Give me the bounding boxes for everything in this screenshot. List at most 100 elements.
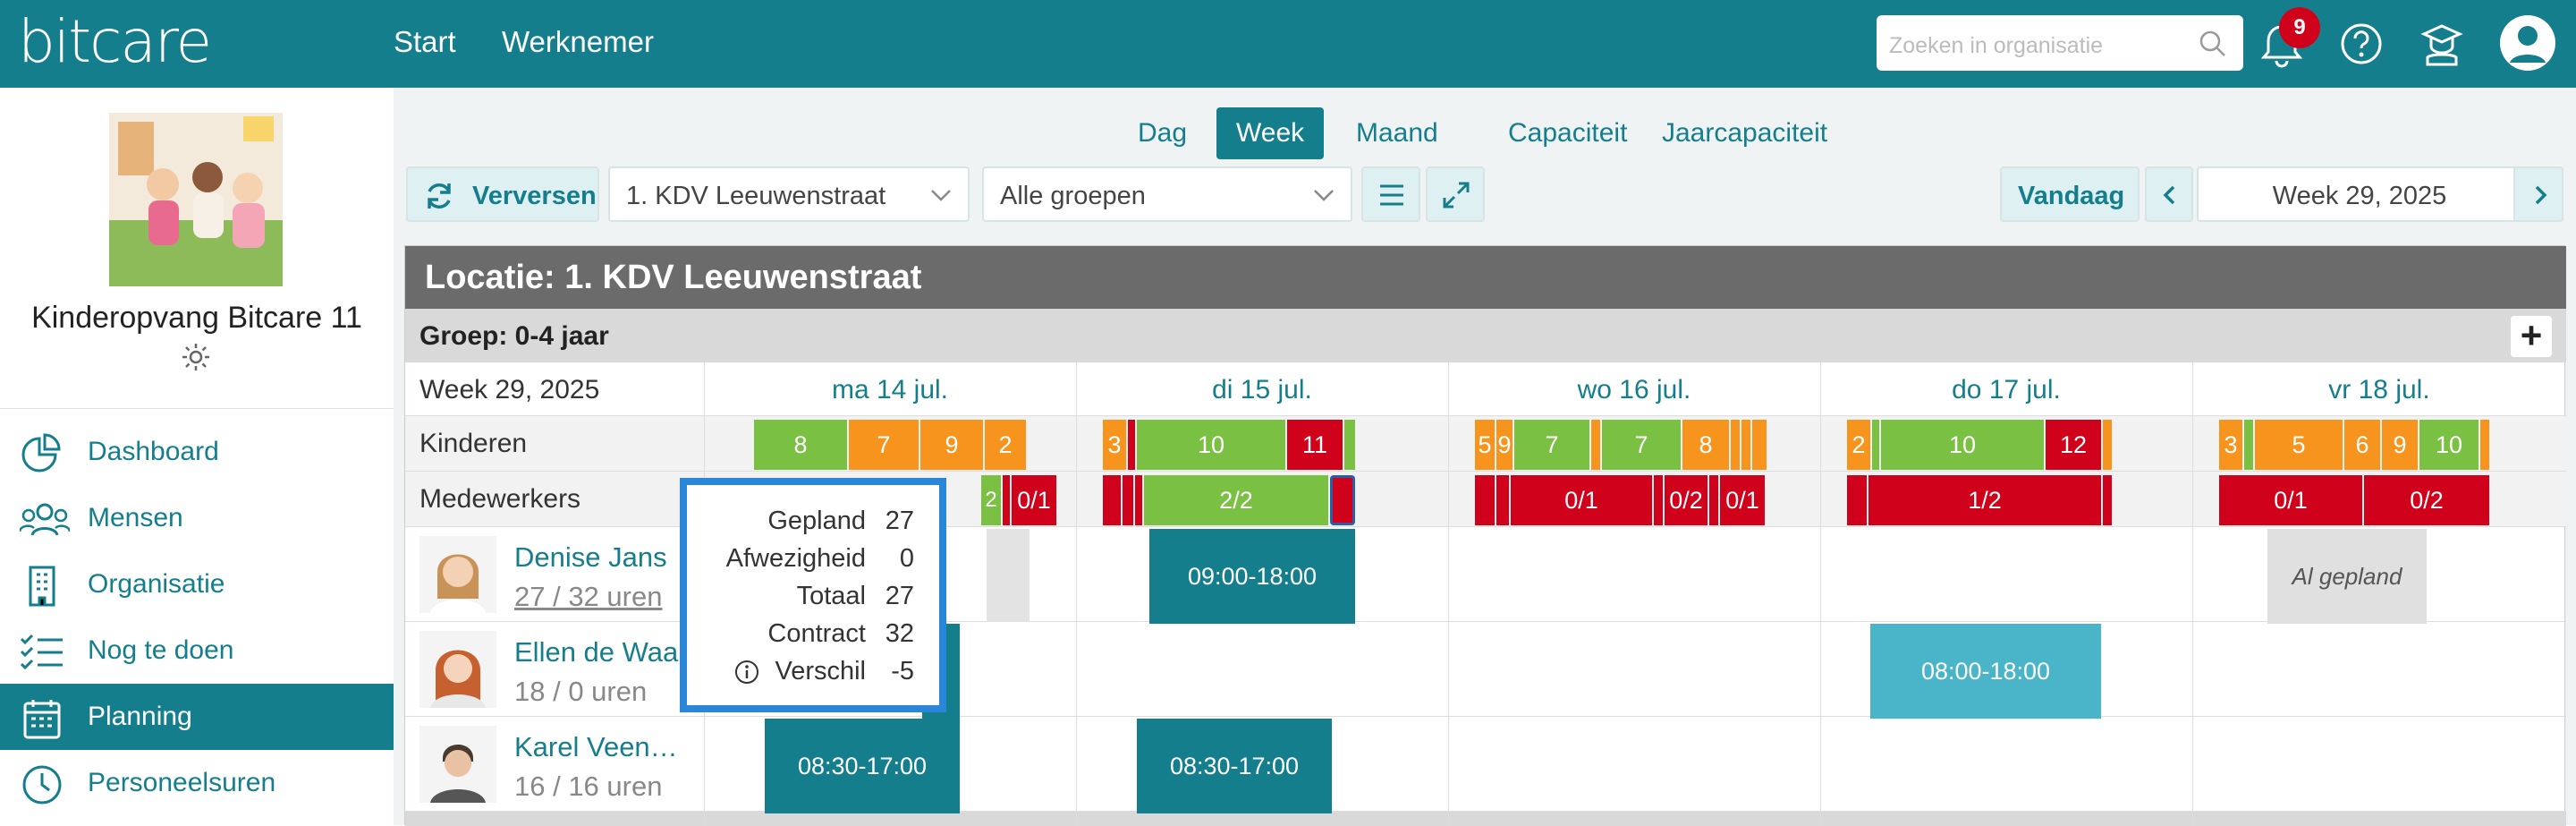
employee-hours[interactable]: 27 / 32 uren xyxy=(514,581,663,612)
sidebar-item-personeelsuren[interactable]: Personeelsuren xyxy=(0,750,394,816)
sidebar-item-organisatie[interactable]: Organisatie xyxy=(0,551,394,617)
kinderen-cell-marker[interactable] xyxy=(1872,420,1879,470)
group-select[interactable]: Alle groepen xyxy=(982,166,1352,222)
kinderen-cell[interactable]: 9 xyxy=(2382,420,2418,470)
graduation-cap-icon[interactable] xyxy=(2420,21,2463,68)
nav-start[interactable]: Start xyxy=(394,25,456,58)
tab-jaarcapaciteit[interactable]: Jaarcapaciteit xyxy=(1662,118,1828,148)
medewerkers-cell[interactable]: 2 xyxy=(981,475,1001,525)
kinderen-cell[interactable]: 8 xyxy=(754,420,847,470)
kinderen-cell[interactable]: 9 xyxy=(920,420,983,470)
today-button[interactable]: Vandaag xyxy=(2000,166,2140,222)
medewerkers-cell-marker[interactable] xyxy=(1003,475,1010,525)
kinderen-cell[interactable]: 5 xyxy=(2255,420,2343,470)
kinderen-cell-marker[interactable] xyxy=(1731,420,1740,470)
medewerkers-cell[interactable]: 1/2 xyxy=(1868,475,2101,525)
sidebar-item-dashboard[interactable]: Dashboard xyxy=(0,419,394,485)
kinderen-cell-marker[interactable] xyxy=(1344,420,1355,470)
week-indicator[interactable]: Week 29, 2025 xyxy=(2197,166,2522,222)
kinderen-cell-marker[interactable] xyxy=(1128,420,1135,470)
next-group-header xyxy=(405,812,2566,826)
medewerkers-cell[interactable]: 0/1 xyxy=(1511,475,1652,525)
planned-block xyxy=(987,529,1030,622)
sidebar-item-mensen[interactable]: Mensen xyxy=(0,485,394,551)
employee-hours[interactable]: 18 / 0 uren xyxy=(514,676,648,707)
day-header-ma[interactable]: ma 14 jul. xyxy=(831,375,949,404)
kinderen-cell-marker[interactable] xyxy=(1741,420,1750,470)
tab-dag[interactable]: Dag xyxy=(1138,118,1188,148)
tab-capaciteit[interactable]: Capaciteit xyxy=(1508,118,1628,148)
search-icon[interactable] xyxy=(2199,30,2227,58)
kinderen-cell[interactable]: 9 xyxy=(1496,420,1513,470)
employee-name[interactable]: Denise Jans xyxy=(514,541,667,573)
kinderen-cell-marker[interactable] xyxy=(1752,420,1767,470)
medewerkers-cell-marker[interactable] xyxy=(1475,475,1495,525)
list-icon xyxy=(1380,184,1403,206)
kinderen-cell[interactable]: 7 xyxy=(849,420,919,470)
kinderen-cell[interactable]: 7 xyxy=(1602,420,1681,470)
tab-maand[interactable]: Maand xyxy=(1356,118,1438,148)
kinderen-cell[interactable]: 12 xyxy=(2046,420,2101,470)
kinderen-cell[interactable]: 2 xyxy=(985,420,1026,470)
location-select[interactable]: 1. KDV Leeuwenstraat xyxy=(608,166,970,222)
medewerkers-cell-marker[interactable] xyxy=(1123,475,1133,525)
medewerkers-cell[interactable]: 0/2 xyxy=(1665,475,1707,525)
kinderen-cell-marker[interactable] xyxy=(2480,420,2489,470)
list-view-button[interactable] xyxy=(1361,166,1420,222)
kinderen-cell[interactable]: 2 xyxy=(1847,420,1870,470)
shift-block[interactable]: 09:00-18:00 xyxy=(1149,529,1355,624)
refresh-button[interactable]: Verversen xyxy=(406,166,599,222)
kinderen-cell[interactable]: 8 xyxy=(1682,420,1729,470)
kinderen-cell[interactable]: 10 xyxy=(1881,420,2044,470)
day-header-do[interactable]: do 17 jul. xyxy=(1952,375,2061,404)
shift-block[interactable]: 08:00-18:00 xyxy=(1870,624,2101,719)
medewerkers-cell[interactable]: 0/2 xyxy=(2364,475,2489,525)
medewerkers-cell-marker[interactable] xyxy=(1135,475,1142,525)
kinderen-cell[interactable]: 7 xyxy=(1514,420,1589,470)
day-header-di[interactable]: di 15 jul. xyxy=(1212,375,1312,404)
employee-name[interactable]: Ellen de Waal xyxy=(514,636,685,668)
kinderen-cell[interactable]: 11 xyxy=(1287,420,1343,470)
sidebar-item-nog-te-doen[interactable]: Nog te doen xyxy=(0,617,394,684)
medewerkers-cell[interactable]: 0/1 xyxy=(2219,475,2362,525)
gear-icon[interactable] xyxy=(181,342,211,372)
medewerkers-cell-marker[interactable] xyxy=(2103,475,2112,525)
expand-button[interactable] xyxy=(1426,166,1485,222)
kinderen-cell[interactable]: 3 xyxy=(1103,420,1126,470)
employee-hours[interactable]: 16 / 16 uren xyxy=(514,771,663,802)
medewerkers-cell-marker[interactable] xyxy=(1847,475,1867,525)
add-button[interactable]: + xyxy=(2511,316,2552,357)
shift-block[interactable]: 08:30-17:00 xyxy=(765,719,960,813)
kinderen-cell[interactable]: 10 xyxy=(2419,420,2479,470)
medewerkers-cell-marker[interactable] xyxy=(1496,475,1509,525)
day-header-vr[interactable]: vr 18 jul. xyxy=(2328,375,2430,404)
info-icon[interactable] xyxy=(733,659,760,685)
next-week-button[interactable] xyxy=(2513,166,2563,222)
kinderen-cell-marker[interactable] xyxy=(1591,420,1600,470)
nav-werknemer[interactable]: Werknemer xyxy=(502,25,654,58)
previous-week-button[interactable] xyxy=(2145,166,2193,222)
medewerkers-cell-marker[interactable] xyxy=(1103,475,1121,525)
medewerkers-cell[interactable]: 0/1 xyxy=(1012,475,1056,525)
medewerkers-cell-marker[interactable] xyxy=(1709,475,1718,525)
employee-name[interactable]: Karel Veen… xyxy=(514,731,678,762)
already-planned-block[interactable]: Al gepland xyxy=(2267,529,2427,624)
bitcare-logo[interactable]: bitcare xyxy=(18,7,212,76)
tab-week[interactable]: Week xyxy=(1216,107,1325,159)
kinderen-cell-marker[interactable] xyxy=(2244,420,2253,470)
question-circle-icon[interactable] xyxy=(2340,22,2383,65)
shift-block[interactable]: 08:30-17:00 xyxy=(1137,719,1332,813)
kinderen-cell[interactable]: 3 xyxy=(2219,420,2242,470)
sidebar-item-planning[interactable]: Planning xyxy=(0,684,394,750)
medewerkers-cell-marker[interactable] xyxy=(1654,475,1663,525)
kinderen-cell[interactable]: 5 xyxy=(1475,420,1495,470)
medewerkers-cell[interactable]: 0/1 xyxy=(1720,475,1765,525)
search-input[interactable]: Zoeken in organisatie xyxy=(1877,15,2243,71)
medewerkers-cell-selected[interactable] xyxy=(1330,475,1355,525)
kinderen-cell-marker[interactable] xyxy=(2103,420,2112,470)
user-avatar-icon[interactable] xyxy=(2499,14,2556,72)
kinderen-cell[interactable]: 10 xyxy=(1137,420,1285,470)
day-header-wo[interactable]: wo 16 jul. xyxy=(1577,375,1691,404)
medewerkers-cell[interactable]: 2/2 xyxy=(1144,475,1328,525)
kinderen-cell[interactable]: 6 xyxy=(2344,420,2380,470)
